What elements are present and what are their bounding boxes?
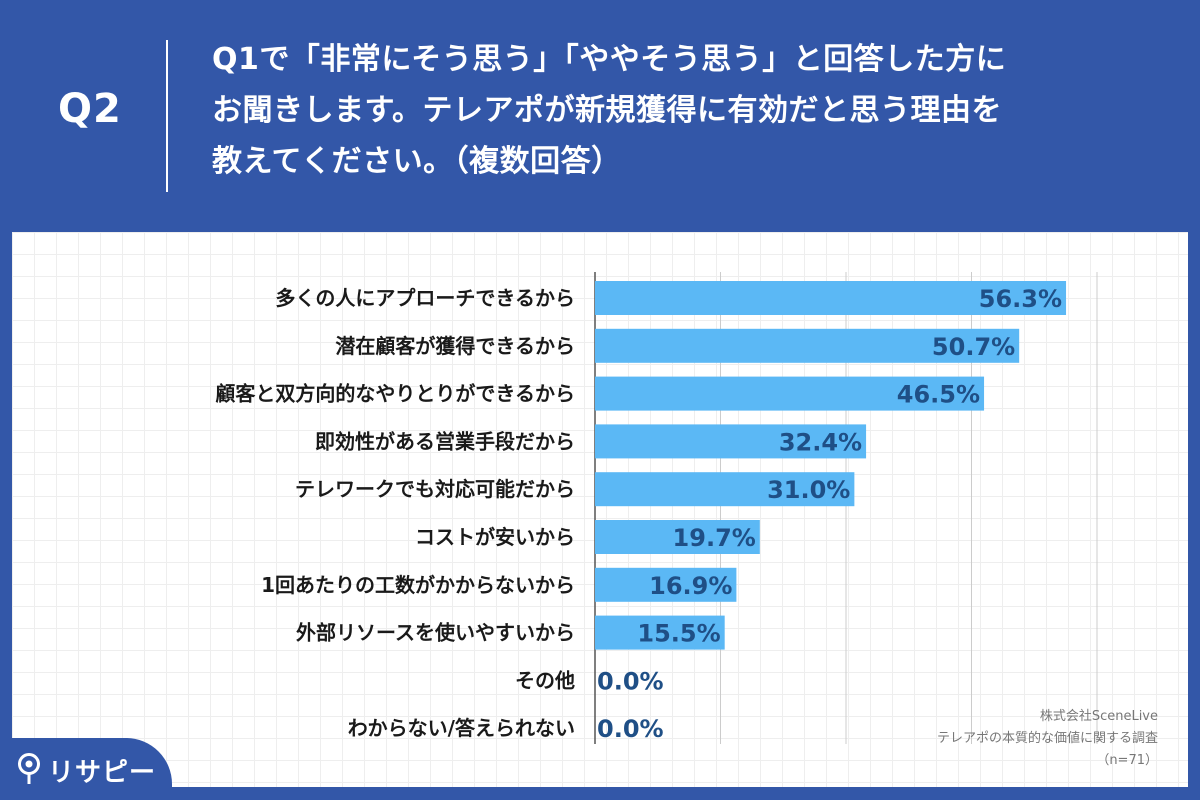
bar xyxy=(595,520,760,554)
source-survey: テレアポの本質的な価値に関する調査 xyxy=(936,731,1158,746)
category-label: 外部リソースを使いやすいから xyxy=(296,621,575,645)
question-line-2: お聞きします。テレアポが新規獲得に有効だと思う理由を xyxy=(212,93,1002,128)
header: Q2 Q1で「非常にそう思う」「ややそう思う」と回答した方に お聞きします。テレ… xyxy=(0,0,1200,232)
value-label: 0.0% xyxy=(597,667,664,695)
value-label: 16.9% xyxy=(649,572,732,600)
category-label: 即効性がある営業手段だから xyxy=(315,429,575,453)
category-label: わからない/答えられない xyxy=(348,716,575,740)
location-pin-icon xyxy=(18,753,40,784)
source-note: 株式会社SceneLive テレアポの本質的な価値に関する調査 （n=71） xyxy=(818,706,1158,772)
question-line-1: Q1で「非常にそう思う」「ややそう思う」と回答した方に xyxy=(212,42,1007,77)
category-label: 顧客と双方向的なやりとりができるから xyxy=(215,382,575,406)
bar xyxy=(595,328,1020,363)
bar xyxy=(595,472,855,507)
category-label: その他 xyxy=(515,668,575,692)
logo-text: リサピー xyxy=(48,758,157,788)
category-label: コストが安いから xyxy=(415,525,575,549)
value-label: 46.5% xyxy=(897,381,980,409)
value-label: 50.7% xyxy=(932,333,1015,361)
question-line-3: 教えてください。（複数回答） xyxy=(212,144,622,179)
value-label: 15.5% xyxy=(637,620,720,648)
value-label: 0.0% xyxy=(597,715,664,743)
question-text: Q1で「非常にそう思う」「ややそう思う」と回答した方に お聞きします。テレアポが… xyxy=(212,34,1172,187)
bar xyxy=(595,281,1067,315)
header-divider xyxy=(166,40,168,192)
brand-logo: リサピー xyxy=(0,738,172,800)
source-sample: （n=71） xyxy=(1096,753,1158,768)
value-label: 32.4% xyxy=(779,428,862,456)
bar xyxy=(595,376,985,411)
chart-panel: 多くの人にアプローチできるから 56.3% 潜在顧客が獲得できるから 50.7% 顧客と… xyxy=(12,232,1188,787)
bar xyxy=(595,615,725,650)
source-company: 株式会社SceneLive xyxy=(1039,709,1158,724)
question-number: Q2 xyxy=(58,86,122,132)
bar-chart: 多くの人にアプローチできるから 56.3% 潜在顧客が獲得できるから 50.7% 顧客と… xyxy=(215,272,1098,744)
category-label: テレワークでも対応可能だから xyxy=(295,477,575,501)
value-label: 31.0% xyxy=(767,476,850,504)
value-label: 19.7% xyxy=(673,524,756,552)
category-label: 潜在顧客が獲得できるから xyxy=(335,334,575,358)
category-label: 1回あたりの工数がかからないから xyxy=(261,573,575,597)
bar xyxy=(595,567,737,602)
value-label: 56.3% xyxy=(979,285,1062,313)
bar xyxy=(595,424,867,459)
category-label: 多くの人にアプローチできるから xyxy=(275,286,575,310)
